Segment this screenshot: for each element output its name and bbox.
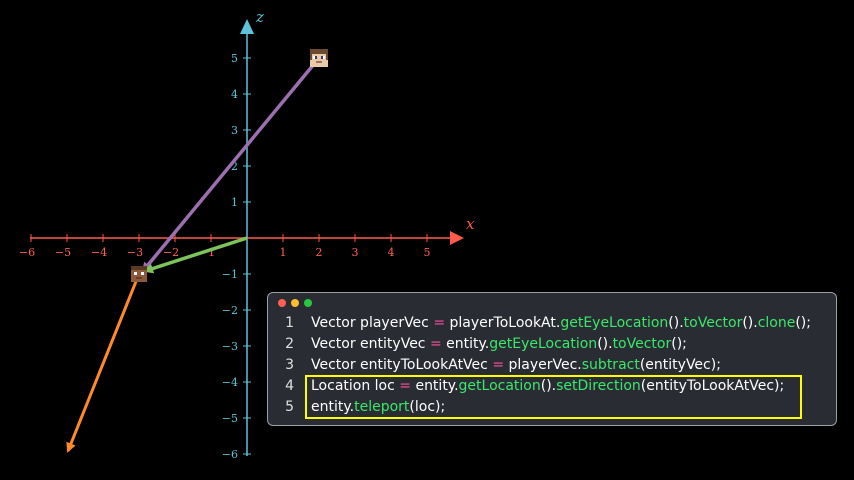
line-number: 4 — [285, 378, 294, 394]
code-text-token: (entityVec); — [639, 357, 721, 373]
z-tick-label: −2 — [222, 304, 238, 317]
z-tick-label: 3 — [231, 124, 238, 137]
minimize-dot-icon[interactable] — [291, 299, 299, 307]
code-operator-token: = — [399, 378, 411, 394]
code-text-token: entity. — [311, 399, 355, 415]
code-method-token: getEyeLocation — [489, 336, 598, 352]
code-method-token: teleport — [354, 399, 410, 415]
line-code: Vector entityVec = entity.getEyeLocation… — [311, 334, 687, 355]
code-window: 1 Vector playerVec = playerToLookAt.getEy… — [267, 292, 837, 426]
z-tick-label: −3 — [222, 340, 238, 353]
z-tick-label: −6 — [222, 448, 238, 461]
look-direction-vector — [66, 273, 141, 453]
code-method-token: toVector — [683, 315, 743, 331]
code-text-token: (). — [742, 315, 758, 331]
code-method-token: setDirection — [556, 378, 641, 394]
line-code: Vector playerVec = playerToLookAt.getEye… — [311, 313, 811, 334]
close-dot-icon[interactable] — [278, 299, 286, 307]
line-number: 2 — [285, 336, 294, 352]
x-tick-label: −4 — [91, 246, 107, 259]
code-text-token: Vector playerVec — [311, 315, 434, 331]
code-line: 4 Location loc = entity.getLocation().set… — [268, 376, 836, 397]
code-highlight-box — [305, 375, 802, 419]
line-code: entity.teleport(loc); — [311, 397, 445, 418]
x-tick-label: 5 — [424, 246, 431, 259]
code-method-token: clone — [757, 315, 796, 331]
line-number: 5 — [285, 399, 294, 415]
code-text-token: entity. — [441, 336, 490, 352]
x-tick-label: 4 — [388, 246, 395, 259]
entity-head-icon — [131, 266, 147, 282]
z-axis-arrowhead — [240, 19, 254, 34]
code-operator-token: = — [492, 357, 505, 373]
x-tick-label: −6 — [19, 246, 35, 259]
line-code: Vector entityToLookAtVec = playerVec.sub… — [311, 355, 721, 376]
code-text-token: playerVec. — [504, 357, 582, 373]
code-text-token: (); — [671, 336, 687, 352]
code-text-token: entity. — [411, 378, 459, 394]
x-tick-label: 2 — [316, 246, 323, 259]
code-operator-token: = — [429, 336, 442, 352]
code-text-token: (). — [597, 336, 613, 352]
z-tick-label: 1 — [231, 196, 238, 209]
code-text-token: (loc); — [409, 399, 446, 415]
code-line: 1 Vector playerVec = playerToLookAt.getEy… — [268, 313, 836, 334]
code-method-token: getLocation — [458, 378, 541, 394]
x-axis-label: x — [466, 215, 475, 233]
z-tick-label: 4 — [231, 88, 238, 101]
code-method-token: getEyeLocation — [560, 315, 669, 331]
x-tick-label: 3 — [352, 246, 359, 259]
code-text-token: Location loc — [311, 378, 400, 394]
x-axis-arrowhead — [450, 231, 464, 245]
player-head-icon — [310, 49, 328, 67]
x-tick-label: −5 — [55, 246, 71, 259]
z-tick-label: 5 — [231, 52, 238, 65]
window-controls — [278, 299, 312, 307]
code-line: 2 Vector entityVec = entity.getEyeLocatio… — [268, 334, 836, 355]
code-text-token: Vector entityToLookAtVec — [311, 357, 493, 373]
z-tick-label: −4 — [222, 376, 238, 389]
player-eye-vector — [141, 56, 321, 273]
z-tick-label: −5 — [222, 412, 238, 425]
x-tick-label: 1 — [280, 246, 287, 259]
line-code: Location loc = entity.getLocation().setD… — [311, 376, 784, 397]
code-text-token: (entityToLookAtVec); — [640, 378, 785, 394]
code-text-token: (). — [668, 315, 684, 331]
code-operator-token: = — [433, 315, 446, 331]
x-tick-label: −2 — [163, 246, 179, 259]
x-tick-label: −3 — [127, 246, 143, 259]
code-line: 3 Vector entityToLookAtVec = playerVec.su… — [268, 355, 836, 376]
code-text-token: (); — [795, 315, 811, 331]
z-tick-label: −1 — [222, 268, 238, 281]
code-method-token: subtract — [581, 357, 640, 373]
z-axis: 5 4 3 2 1 −1 −2 −3 −4 −5 −6 z — [222, 8, 264, 461]
line-number: 1 — [285, 315, 294, 331]
x-axis: −6 −5 −4 −3 −2 −1 1 2 3 4 5 x — [19, 215, 475, 259]
code-block: 1 Vector playerVec = playerToLookAt.getEy… — [268, 313, 836, 418]
entity-eye-vector — [143, 236, 248, 274]
code-text-token: (). — [540, 378, 557, 394]
z-axis-label: z — [255, 8, 264, 26]
line-number: 3 — [285, 357, 294, 373]
code-method-token: toVector — [612, 336, 672, 352]
maximize-dot-icon[interactable] — [304, 299, 312, 307]
code-text-token: playerToLookAt. — [445, 315, 561, 331]
z-tick-label: 2 — [231, 160, 238, 173]
code-text-token: Vector entityVec — [311, 336, 430, 352]
code-line: 5 entity.teleport(loc); — [268, 397, 836, 418]
